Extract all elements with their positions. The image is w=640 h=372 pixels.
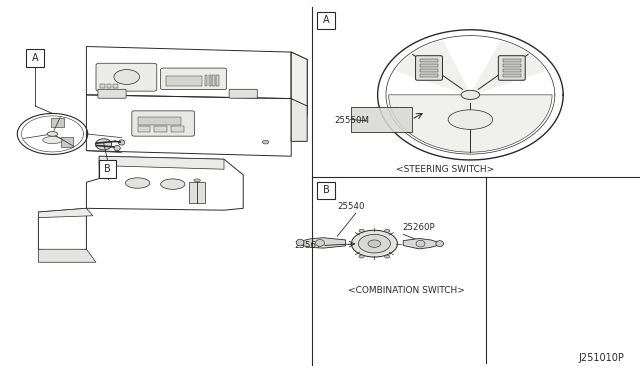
Ellipse shape xyxy=(118,140,125,145)
FancyBboxPatch shape xyxy=(96,63,157,91)
Ellipse shape xyxy=(359,255,364,258)
Bar xyxy=(113,84,118,88)
Bar xyxy=(503,64,521,67)
Bar xyxy=(209,75,211,86)
Ellipse shape xyxy=(262,140,269,144)
Bar xyxy=(189,182,205,203)
Bar xyxy=(166,76,202,86)
Ellipse shape xyxy=(161,179,185,189)
FancyBboxPatch shape xyxy=(415,56,442,80)
Bar xyxy=(26,49,44,67)
Bar xyxy=(154,126,167,132)
Bar xyxy=(420,74,438,77)
Bar xyxy=(51,118,64,127)
Ellipse shape xyxy=(114,70,140,84)
Bar xyxy=(99,160,116,178)
Bar xyxy=(205,75,207,86)
Polygon shape xyxy=(38,249,96,262)
Ellipse shape xyxy=(96,139,112,150)
FancyBboxPatch shape xyxy=(132,111,195,136)
Bar xyxy=(171,126,184,132)
Bar xyxy=(107,84,111,88)
Text: <STEERING SWITCH>: <STEERING SWITCH> xyxy=(396,165,494,174)
FancyBboxPatch shape xyxy=(98,89,126,98)
Text: 25260P: 25260P xyxy=(402,224,435,232)
Bar xyxy=(317,12,335,29)
Polygon shape xyxy=(291,52,307,115)
Ellipse shape xyxy=(194,179,200,182)
Ellipse shape xyxy=(125,178,150,188)
Bar xyxy=(138,117,181,125)
Polygon shape xyxy=(388,95,552,152)
Ellipse shape xyxy=(461,90,480,99)
Ellipse shape xyxy=(358,234,390,253)
Bar xyxy=(503,60,521,62)
Text: 25540: 25540 xyxy=(337,202,365,211)
Ellipse shape xyxy=(385,229,390,232)
Ellipse shape xyxy=(416,240,425,247)
Polygon shape xyxy=(470,42,545,95)
Bar xyxy=(61,138,74,147)
Ellipse shape xyxy=(296,239,304,246)
Text: 25567: 25567 xyxy=(294,241,322,250)
Bar xyxy=(216,75,219,86)
Text: B: B xyxy=(104,164,111,174)
Polygon shape xyxy=(38,208,93,218)
Polygon shape xyxy=(99,156,224,169)
Bar xyxy=(212,75,215,86)
Ellipse shape xyxy=(114,145,120,151)
Text: <COMBINATION SWITCH>: <COMBINATION SWITCH> xyxy=(348,286,465,295)
Ellipse shape xyxy=(368,240,381,247)
Bar xyxy=(317,182,335,199)
Ellipse shape xyxy=(351,230,397,257)
Ellipse shape xyxy=(43,137,62,144)
Text: A: A xyxy=(32,53,38,62)
Bar xyxy=(503,69,521,72)
Polygon shape xyxy=(396,41,470,95)
Polygon shape xyxy=(291,99,307,141)
Text: A: A xyxy=(323,16,330,25)
Ellipse shape xyxy=(316,240,324,246)
Bar xyxy=(420,69,438,72)
Ellipse shape xyxy=(448,110,493,129)
Bar xyxy=(420,60,438,62)
Bar xyxy=(100,84,105,88)
Text: B: B xyxy=(323,186,330,195)
FancyBboxPatch shape xyxy=(229,89,257,98)
Polygon shape xyxy=(403,238,437,249)
Ellipse shape xyxy=(359,229,364,232)
Polygon shape xyxy=(303,238,346,248)
FancyBboxPatch shape xyxy=(499,56,525,80)
Ellipse shape xyxy=(436,241,444,247)
Bar xyxy=(420,64,438,67)
Bar xyxy=(503,74,521,77)
Text: J251010P: J251010P xyxy=(578,353,624,363)
Ellipse shape xyxy=(385,255,390,258)
Bar xyxy=(138,126,150,132)
FancyBboxPatch shape xyxy=(161,68,227,90)
Ellipse shape xyxy=(47,132,58,136)
Text: 25550M: 25550M xyxy=(335,116,370,125)
Bar xyxy=(351,107,412,132)
